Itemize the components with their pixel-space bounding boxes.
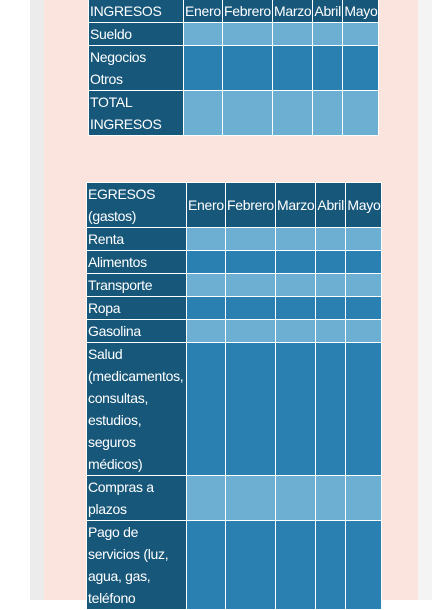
empty-cell	[186, 227, 226, 251]
empty-cell	[312, 90, 344, 136]
empty-cell	[222, 90, 273, 136]
row-label: Pago de servicios (luz, agua, gas, teléf…	[86, 520, 187, 610]
empty-cell	[225, 296, 276, 320]
empty-cell	[274, 227, 317, 251]
empty-cell	[186, 296, 226, 320]
row-label: Alimentos	[86, 250, 187, 274]
empty-cell	[345, 296, 383, 320]
empty-cell	[342, 45, 380, 91]
table-row: Alimentos	[86, 250, 383, 274]
empty-cell	[312, 45, 344, 91]
egresos-table: EGRESOS (gastos) Enero Febrero Marzo Abril Ma…	[86, 182, 383, 610]
row-label: Compras a plazos	[86, 475, 187, 521]
empty-cell	[274, 273, 317, 297]
table-row: Transporte	[86, 273, 383, 297]
empty-cell	[225, 475, 276, 521]
empty-cell	[225, 520, 276, 610]
row-label: TOTAL INGRESOS	[88, 90, 184, 136]
table-row: TOTAL INGRESOS	[88, 90, 380, 136]
empty-cell	[186, 475, 226, 521]
empty-cell	[183, 90, 223, 136]
empty-cell	[225, 273, 276, 297]
table-row: Compras a plazos	[86, 475, 383, 521]
section-header: EGRESOS (gastos)	[86, 182, 187, 228]
month-header: Mayo	[342, 0, 380, 23]
empty-cell	[315, 475, 347, 521]
empty-cell	[225, 342, 276, 476]
empty-cell	[345, 227, 383, 251]
empty-cell	[186, 273, 226, 297]
empty-cell	[315, 250, 347, 274]
empty-cell	[186, 250, 226, 274]
empty-cell	[186, 319, 226, 343]
empty-cell	[225, 227, 276, 251]
empty-cell	[345, 273, 383, 297]
month-header: Mayo	[345, 182, 383, 228]
month-header: Abril	[312, 0, 344, 23]
empty-cell	[345, 520, 383, 610]
empty-cell	[315, 342, 347, 476]
row-label: Ropa	[86, 296, 187, 320]
row-label: Gasolina	[86, 319, 187, 343]
table-row: Negocios Otros	[88, 45, 380, 91]
empty-cell	[345, 319, 383, 343]
month-header: Enero	[183, 0, 223, 23]
empty-cell	[315, 520, 347, 610]
month-header: Abril	[315, 182, 347, 228]
table-row: Pago de servicios (luz, agua, gas, teléf…	[86, 520, 383, 610]
empty-cell	[274, 342, 317, 476]
header-row: EGRESOS (gastos) Enero Febrero Marzo Abril Ma…	[86, 182, 383, 228]
section-header: INGRESOS	[88, 0, 184, 23]
empty-cell	[222, 45, 273, 91]
ingresos-table: INGRESOS Enero Febrero Marzo Abril Mayo Sueldo…	[88, 0, 380, 136]
empty-cell	[315, 296, 347, 320]
empty-cell	[342, 22, 380, 46]
empty-cell	[315, 227, 347, 251]
table-row: Renta	[86, 227, 383, 251]
row-label: Transporte	[86, 273, 187, 297]
row-label: Sueldo	[88, 22, 184, 46]
empty-cell	[342, 90, 380, 136]
row-label: Salud (medicamentos, consultas, estudios…	[86, 342, 187, 476]
empty-cell	[186, 520, 226, 610]
empty-cell	[225, 319, 276, 343]
month-header: Marzo	[274, 182, 317, 228]
empty-cell	[315, 273, 347, 297]
table-row: Salud (medicamentos, consultas, estudios…	[86, 342, 383, 476]
empty-cell	[183, 22, 223, 46]
sidebar-stripe	[30, 0, 44, 600]
empty-cell	[274, 319, 317, 343]
empty-cell	[315, 319, 347, 343]
table-row: Ropa	[86, 296, 383, 320]
table-row: Gasolina	[86, 319, 383, 343]
month-header: Marzo	[271, 0, 314, 23]
empty-cell	[183, 45, 223, 91]
empty-cell	[225, 250, 276, 274]
empty-cell	[271, 22, 314, 46]
header-row: INGRESOS Enero Febrero Marzo Abril Mayo	[88, 0, 380, 23]
empty-cell	[274, 520, 317, 610]
month-header: Enero	[186, 182, 226, 228]
empty-cell	[271, 90, 314, 136]
empty-cell	[274, 475, 317, 521]
empty-cell	[312, 22, 344, 46]
empty-cell	[345, 342, 383, 476]
empty-cell	[345, 475, 383, 521]
right-edge	[418, 0, 432, 600]
row-label: Renta	[86, 227, 187, 251]
month-header: Febrero	[225, 182, 276, 228]
empty-cell	[345, 250, 383, 274]
empty-cell	[186, 342, 226, 476]
empty-cell	[274, 296, 317, 320]
empty-cell	[222, 22, 273, 46]
empty-cell	[271, 45, 314, 91]
row-label: Negocios Otros	[88, 45, 184, 91]
table-row: Sueldo	[88, 22, 380, 46]
month-header: Febrero	[222, 0, 273, 23]
empty-cell	[274, 250, 317, 274]
